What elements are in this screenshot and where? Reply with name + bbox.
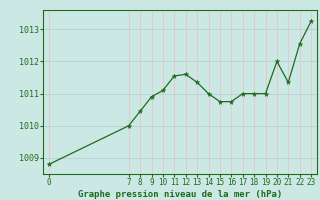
X-axis label: Graphe pression niveau de la mer (hPa): Graphe pression niveau de la mer (hPa): [78, 190, 282, 199]
